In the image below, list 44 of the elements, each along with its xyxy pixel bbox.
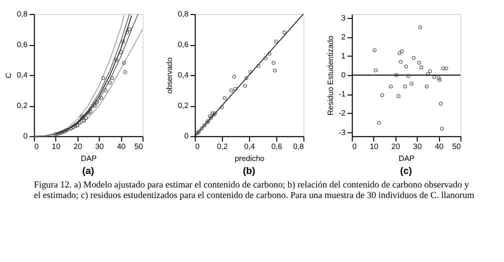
y-tick-label: 0,8	[178, 9, 189, 18]
text: Figura 12. a) Modelo ajustado para estimar el contenido de carbono; b) relación del contenido de carbono observado y el estimado; c) residuos estudentizados para el contenido de carbono. Para una muestra de 30 individuos de C. llanorum	[34, 180, 474, 200]
y-tick-label: 0,6	[178, 40, 189, 49]
x-axis-title: DAP	[80, 154, 97, 163]
x-axis-title: predicho	[234, 154, 264, 163]
y-tick-label: 0	[341, 70, 346, 80]
x-tick-label: 30	[413, 142, 422, 152]
y-tick-label: 0,4	[178, 70, 190, 80]
y-tick-label: 0,2	[178, 101, 189, 110]
x-tick-label: 0,4	[244, 142, 256, 152]
x-tick-label: 0,6	[271, 142, 282, 152]
x-tick-label: 20	[391, 142, 400, 152]
x-tick-label: 0,8	[293, 142, 304, 152]
text: (a)	[82, 166, 94, 177]
y-tick-label: 3	[341, 13, 346, 22]
x-axis-title: DAP	[398, 154, 415, 163]
x-tick-label: 10	[370, 142, 378, 152]
x-tick-label: 0	[195, 142, 200, 152]
y-tick-label: 1	[341, 51, 346, 60]
y-tick-label: -1	[338, 90, 346, 99]
y-axis-title: Residuo Estudentizado	[326, 36, 335, 116]
x-tick-label: 30	[95, 142, 104, 152]
y-tick-label: 0,8	[16, 9, 28, 18]
y-tick-label: 2	[341, 32, 346, 42]
y-tick-label: 0	[184, 132, 189, 141]
y-tick-label: -2	[338, 108, 346, 118]
y-tick-label: -3	[338, 128, 346, 137]
y-tick-label: 0,2	[16, 101, 28, 110]
y-axis-title: observado	[164, 57, 174, 94]
text: (c)	[400, 166, 412, 177]
x-tick-label: 0	[34, 142, 39, 152]
y-tick-label: 0,4	[16, 70, 28, 80]
x-tick-label: 40	[116, 142, 126, 152]
x-tick-label: 0,2	[217, 142, 228, 152]
y-tick-label: 0,6	[16, 40, 28, 49]
x-tick-label: 50	[134, 142, 143, 152]
x-tick-label: 20	[74, 142, 82, 152]
x-tick-label: 10	[52, 142, 60, 152]
text: (b)	[242, 166, 256, 177]
x-tick-label: 50	[452, 142, 461, 152]
y-tick-label: 0	[23, 132, 28, 141]
x-tick-label: 0	[352, 142, 357, 152]
x-tick-label: 40	[434, 142, 444, 152]
y-axis-title: C	[4, 72, 14, 78]
